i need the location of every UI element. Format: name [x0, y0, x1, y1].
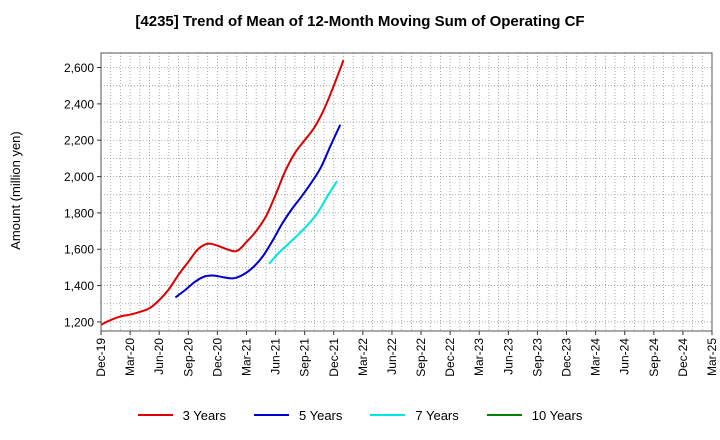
x-tick-label: Jun-24: [618, 338, 632, 375]
legend-item-10-years: 10 Years: [486, 407, 583, 423]
x-tick-label: Dec-22: [443, 338, 457, 377]
x-tick-label: Mar-25: [705, 338, 719, 376]
series-line-5-years: [174, 124, 342, 299]
y-tick-label: 1,400: [64, 279, 94, 293]
x-tick-label: Mar-20: [123, 338, 137, 376]
y-tick-label: 1,600: [64, 243, 94, 257]
x-tick-label: Sep-20: [181, 338, 195, 377]
legend-swatch-5-years: [254, 414, 289, 416]
x-tick-label: Sep-23: [530, 338, 544, 377]
x-tick-label: Mar-22: [356, 338, 370, 376]
y-tick-label: 2,600: [64, 61, 94, 75]
x-tick-label: Dec-24: [676, 338, 690, 377]
plot-area: [100, 52, 713, 332]
x-tick-label: Jun-22: [385, 338, 399, 375]
x-tick-label: Dec-21: [327, 338, 341, 377]
series-line-3-years: [101, 59, 345, 326]
x-tick-label: Mar-21: [239, 338, 253, 376]
legend-swatch-7-years: [370, 414, 406, 416]
legend-item-3-years: 3 Years: [137, 407, 226, 423]
x-tick-label: Sep-21: [298, 338, 312, 377]
legend-label-5-years: 5 Years: [299, 407, 343, 423]
legend-item-5-years: 5 Years: [254, 408, 342, 423]
legend-label-7-years: 7 Years: [415, 407, 459, 423]
y-tick-label: 2,000: [64, 170, 94, 184]
series-line-7-years: [268, 180, 338, 265]
x-tick-label: Mar-23: [472, 338, 486, 376]
y-tick-label: 2,200: [64, 134, 94, 148]
legend-label-10-years: 10 Years: [531, 407, 583, 423]
x-tick-label: Dec-20: [210, 338, 224, 377]
chart-title: [4235] Trend of Mean of 12-Month Moving …: [135, 13, 585, 30]
legend-label-3-years: 3 Years: [182, 407, 226, 423]
x-tick-label: Dec-23: [560, 338, 574, 377]
x-tick-label: Sep-24: [647, 338, 661, 377]
y-tick-label: 1,200: [64, 315, 94, 329]
legend: 3 Years 5 Years 7 Years 10 Years: [0, 405, 720, 425]
x-tick-label: Jun-21: [269, 338, 283, 375]
legend-item-7-years: 7 Years: [370, 407, 459, 423]
legend-swatch-3-years: [137, 414, 173, 416]
x-tick-label: Mar-24: [589, 338, 603, 376]
y-tick-label: 1,800: [64, 206, 94, 220]
x-tick-label: Jun-23: [501, 338, 515, 375]
x-tick-label: Jun-20: [152, 338, 166, 375]
x-tick-label: Dec-19: [94, 338, 108, 377]
x-tick-label: Sep-22: [414, 338, 428, 377]
y-tick-label: 2,400: [64, 97, 94, 111]
legend-swatch-10-years: [486, 414, 522, 416]
